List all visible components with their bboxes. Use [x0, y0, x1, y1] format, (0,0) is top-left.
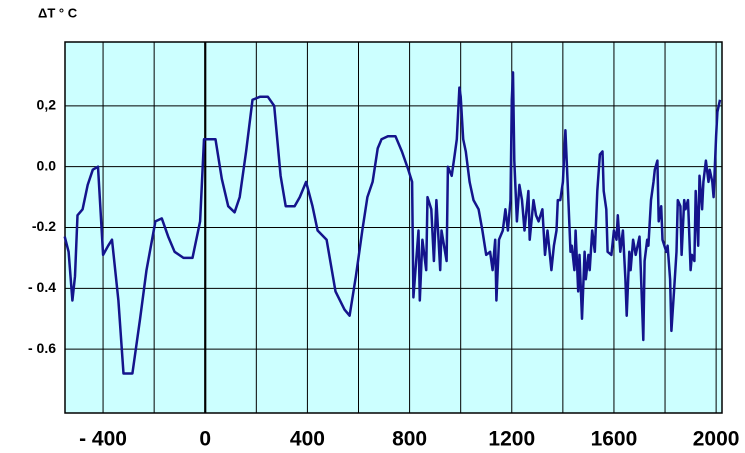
x-tick-label: 1600	[591, 428, 638, 451]
x-tick-label: 800	[392, 428, 427, 451]
y-tick-label: -0.2	[32, 218, 56, 234]
data-line	[63, 71, 722, 375]
x-tick-label: 400	[290, 428, 325, 451]
y-tick-label: - 0.6	[28, 340, 56, 356]
y-axis-label: ΔT ° C	[38, 5, 78, 20]
plot-border	[64, 41, 723, 414]
x-tick-label: - 400	[79, 428, 127, 451]
x-tick-label: 0	[199, 428, 211, 451]
x-tick-label: 2000	[693, 428, 740, 451]
y-tick-label: 0,2	[37, 97, 57, 113]
y-tick-label: 0.0	[37, 157, 57, 173]
x-tick-label: 1200	[488, 428, 535, 451]
y-tick-label: - 0.4	[28, 279, 56, 295]
